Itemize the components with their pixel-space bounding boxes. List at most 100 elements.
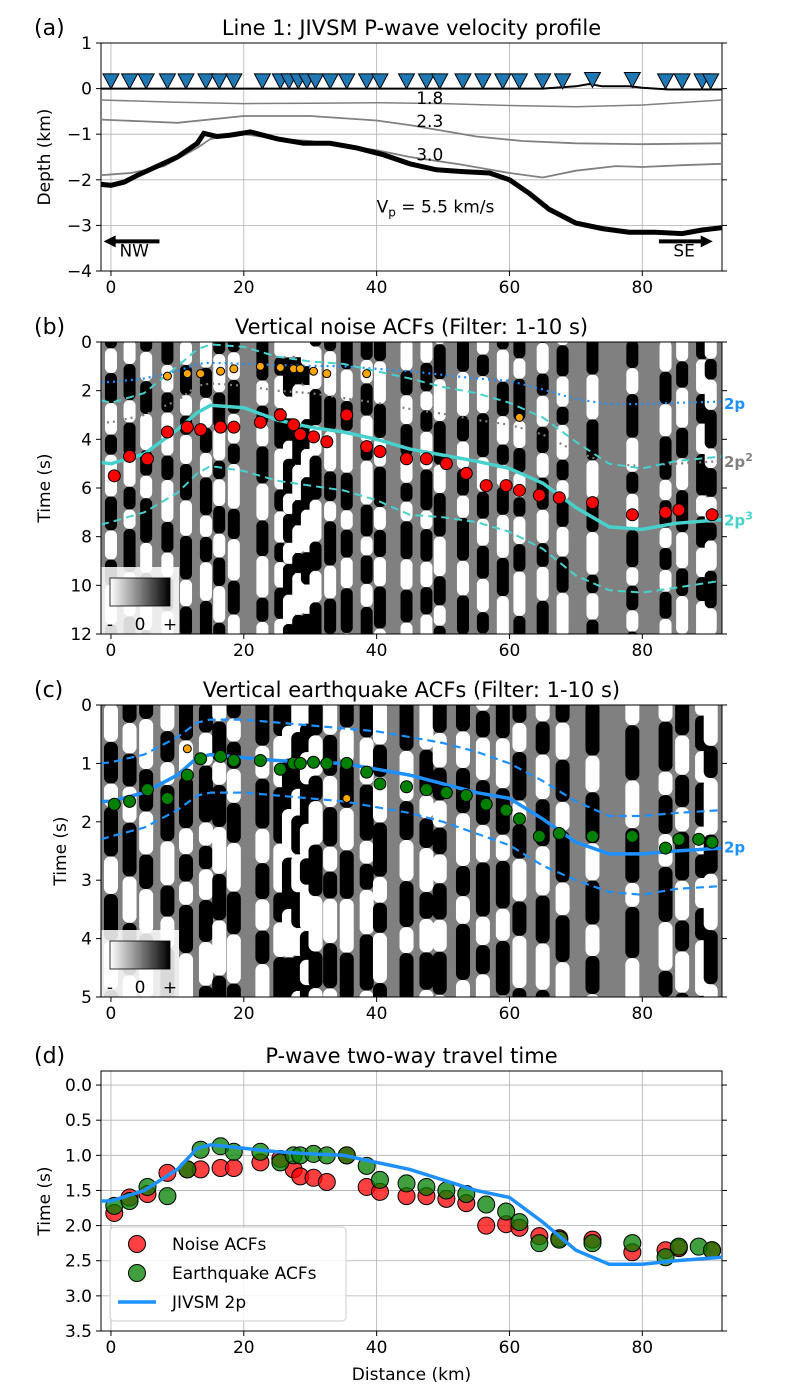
y-tick-label: 1 xyxy=(81,754,92,774)
acf-lobe xyxy=(432,854,447,884)
acf-lobe xyxy=(160,731,175,763)
acf-lobe xyxy=(585,880,600,925)
acf-lobe xyxy=(496,514,509,558)
acf-lobe xyxy=(496,557,509,597)
acf-trace xyxy=(372,705,387,997)
orange-pick xyxy=(342,793,352,803)
acf-lobe xyxy=(373,466,386,508)
acf-lobe xyxy=(513,378,526,421)
acf-lobe xyxy=(255,778,270,829)
acf-lobe xyxy=(704,358,717,380)
acf-lobe xyxy=(123,364,136,401)
acf-lobe xyxy=(704,468,717,497)
acf-lobe xyxy=(122,705,137,723)
layer-label: 1.8 xyxy=(416,89,443,109)
acf-lobe xyxy=(513,420,526,449)
orange-pick xyxy=(275,363,285,373)
acf-lobe xyxy=(227,342,240,353)
acf-lobe xyxy=(213,622,226,634)
earthquake-pick xyxy=(400,780,414,794)
acf-lobe xyxy=(400,395,413,425)
acf-lobe xyxy=(122,822,137,877)
noise-pick xyxy=(659,505,673,519)
acf-lobe xyxy=(476,578,489,613)
acf-lobe xyxy=(256,342,269,381)
acf-lobe xyxy=(372,932,387,984)
acf-lobe xyxy=(213,557,226,587)
acf-lobe xyxy=(226,934,241,984)
acf-lobe xyxy=(104,372,117,403)
acf-lobe xyxy=(455,923,470,980)
acf-lobe xyxy=(496,416,509,445)
acf-lobe xyxy=(227,614,240,634)
acf-lobe xyxy=(139,811,154,855)
acf-lobe xyxy=(360,583,373,607)
acf-lobe xyxy=(400,370,413,396)
acf-lobe xyxy=(226,705,241,719)
acf-lobe xyxy=(161,479,174,522)
arrow-nw-head xyxy=(103,235,116,248)
acf-lobe xyxy=(586,574,599,594)
curve-2p xyxy=(101,752,722,856)
acf-lobe xyxy=(419,918,434,953)
acf-lobe xyxy=(433,344,446,380)
earthquake-pick xyxy=(512,812,526,826)
acf-lobe xyxy=(432,883,447,920)
acf-lobe xyxy=(400,342,413,371)
x-tick-label: 40 xyxy=(366,641,388,661)
acf-lobe xyxy=(339,807,354,851)
acf-lobe xyxy=(139,854,154,890)
acf-trace xyxy=(198,705,213,997)
acf-lobe xyxy=(399,927,414,954)
noise-pick xyxy=(320,435,334,449)
y-tick-label: 3 xyxy=(81,871,92,891)
acf-lobe xyxy=(659,527,672,548)
acf-lobe xyxy=(696,516,709,548)
acf-lobe xyxy=(372,983,387,997)
acf-lobe xyxy=(419,952,434,990)
acf-lobe xyxy=(359,990,374,997)
acf-lobe xyxy=(513,571,526,616)
acf-lobe xyxy=(676,427,689,459)
acf-lobe xyxy=(198,822,213,846)
station-marker xyxy=(454,73,472,90)
acf-lobe xyxy=(420,362,433,392)
acf-lobe xyxy=(496,342,509,350)
curves xyxy=(101,718,722,896)
acf-lobe xyxy=(309,602,322,634)
earthquake-pick xyxy=(499,803,513,817)
y-axis-label: Time (s) xyxy=(51,816,71,886)
acf-lobe xyxy=(675,920,690,952)
earthquake-point xyxy=(669,1237,688,1256)
acf-lobe xyxy=(255,705,270,746)
acf-lobe xyxy=(676,387,689,428)
earthquake-point xyxy=(497,1202,516,1221)
acf-lobe xyxy=(658,771,673,796)
earthquake-point xyxy=(550,1230,569,1249)
station-marker xyxy=(137,73,155,90)
orange-pick xyxy=(196,369,206,379)
acf-lobe xyxy=(586,316,598,334)
acf-lobe xyxy=(697,995,707,997)
acf-lobe xyxy=(676,532,689,569)
panel-title: P-wave two-way travel time xyxy=(265,1044,557,1068)
curve-2p-lower xyxy=(101,791,722,896)
acf-trace xyxy=(475,705,490,997)
acf-lobe xyxy=(359,840,374,864)
curve-2p-upper xyxy=(101,718,722,818)
acf-lobe xyxy=(255,899,270,931)
acf-trace xyxy=(586,316,599,634)
y-tick-label: 10 xyxy=(70,576,92,596)
earthquake-pick xyxy=(439,786,453,800)
x-tick-label: 0 xyxy=(106,641,117,661)
acf-lobe xyxy=(179,904,194,954)
y-axis-label: Time (s) xyxy=(35,1166,55,1236)
acf-lobe xyxy=(213,479,226,507)
acf-lobe xyxy=(659,404,672,437)
station-marker xyxy=(553,73,572,90)
acf-lobe xyxy=(513,342,526,359)
acf-lobe xyxy=(675,951,690,993)
acf-lobe xyxy=(512,858,527,902)
acf-lobe xyxy=(323,943,338,989)
